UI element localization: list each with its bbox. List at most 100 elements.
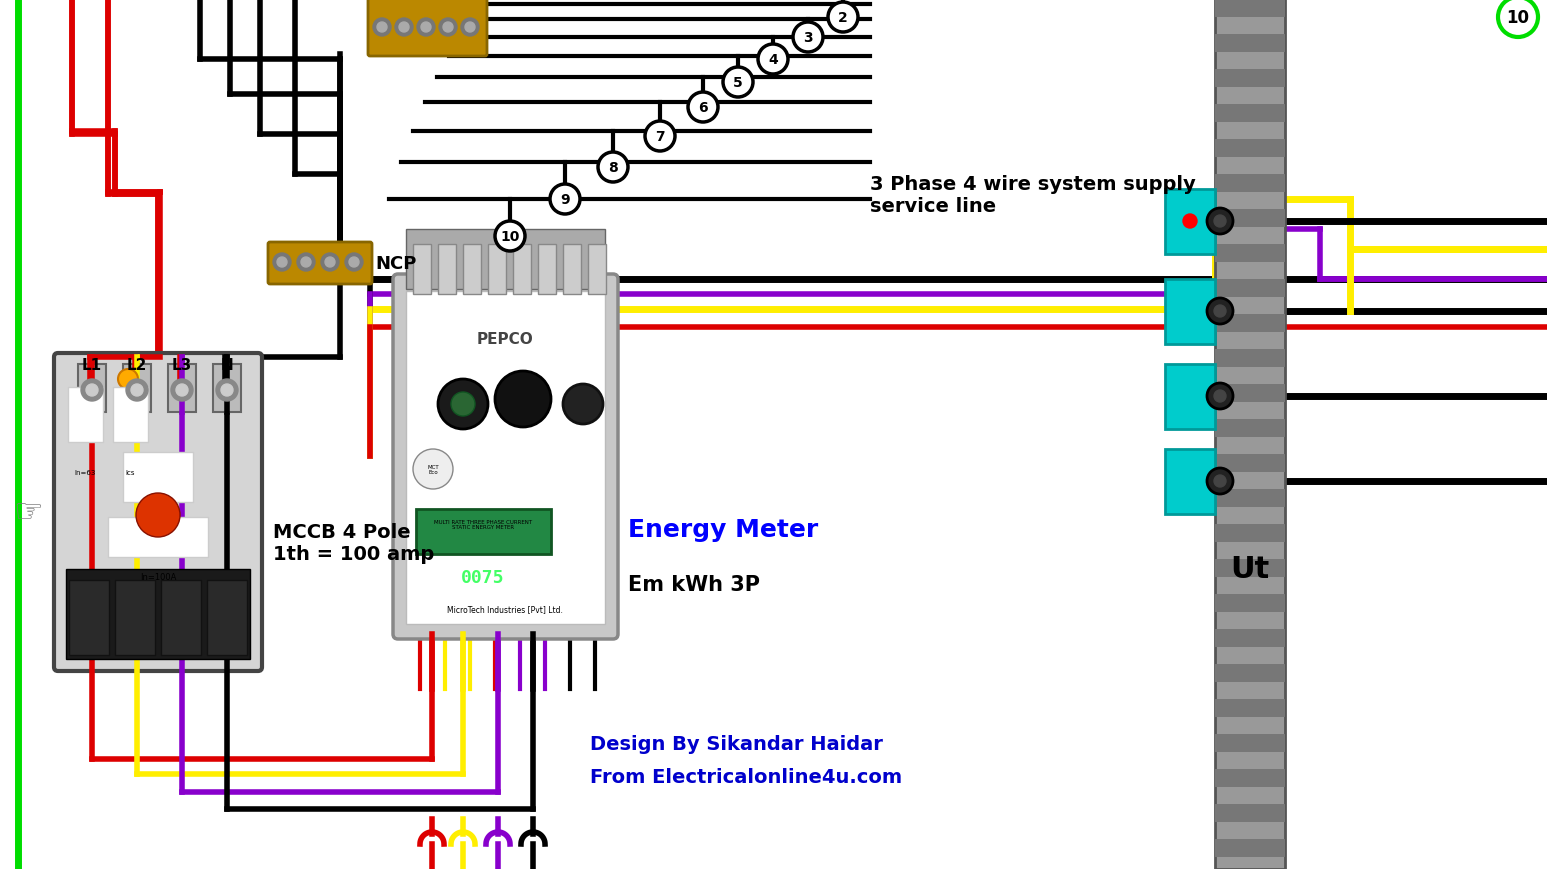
FancyBboxPatch shape (368, 0, 487, 57)
Circle shape (599, 153, 628, 182)
Text: In=63: In=63 (74, 469, 96, 475)
Bar (416, 509, 551, 554)
Text: MicroTech Industries [Pvt] Ltd.: MicroTech Industries [Pvt] Ltd. (447, 605, 563, 614)
Bar (538, 245, 555, 295)
Bar (1214, 175, 1286, 193)
Bar (1214, 209, 1286, 228)
Bar (1214, 0, 1286, 869)
Bar (1214, 315, 1286, 333)
Circle shape (688, 93, 718, 123)
Bar (1214, 594, 1286, 613)
Bar (1214, 0, 1286, 18)
Circle shape (442, 23, 453, 33)
Bar (1214, 105, 1286, 123)
Text: 5: 5 (733, 76, 743, 90)
Circle shape (1207, 299, 1233, 325)
Circle shape (495, 372, 551, 428)
Text: PEPCO: PEPCO (476, 332, 534, 347)
Circle shape (452, 393, 475, 416)
Text: L2: L2 (127, 358, 147, 373)
Circle shape (399, 23, 408, 33)
Bar (124, 365, 152, 413)
Text: 3 Phase 4 wire system supply
service line: 3 Phase 4 wire system supply service lin… (869, 175, 1196, 216)
Text: MCCB 4 Pole
1th = 100 amp: MCCB 4 Pole 1th = 100 amp (272, 522, 435, 563)
Text: Design By Sikandar Haidar: Design By Sikandar Haidar (589, 734, 883, 753)
Circle shape (421, 23, 432, 33)
Bar (588, 245, 606, 295)
Circle shape (722, 68, 753, 98)
Text: 10: 10 (500, 229, 520, 243)
Circle shape (794, 23, 823, 53)
Bar (1165, 189, 1214, 255)
Bar (487, 245, 506, 295)
Bar (1214, 70, 1286, 88)
Bar (514, 245, 531, 295)
Bar (413, 245, 432, 295)
Bar (70, 580, 108, 655)
Text: 3: 3 (803, 31, 812, 45)
Circle shape (1207, 468, 1233, 494)
Text: MULTI RATE THREE PHASE CURRENT
STATIC ENERGY METER: MULTI RATE THREE PHASE CURRENT STATIC EN… (435, 519, 532, 530)
Circle shape (221, 385, 234, 396)
FancyBboxPatch shape (393, 275, 617, 640)
Text: MCT
Eco: MCT Eco (427, 464, 439, 474)
Bar (1214, 734, 1286, 753)
Text: Ics: Ics (125, 469, 135, 475)
Circle shape (645, 122, 674, 152)
Circle shape (758, 45, 787, 75)
Bar (1214, 245, 1286, 262)
Text: 6: 6 (698, 101, 709, 115)
Text: 9: 9 (560, 193, 569, 207)
Text: In=100A: In=100A (139, 573, 176, 582)
Circle shape (563, 385, 603, 425)
Bar (113, 388, 149, 442)
Circle shape (320, 254, 339, 272)
Circle shape (302, 258, 311, 268)
Circle shape (461, 19, 480, 37)
Bar (1214, 35, 1286, 53)
Bar (169, 365, 196, 413)
Circle shape (1214, 390, 1227, 402)
FancyBboxPatch shape (268, 242, 371, 285)
Circle shape (438, 380, 487, 429)
Circle shape (439, 19, 456, 37)
Circle shape (345, 254, 364, 272)
Bar (1214, 524, 1286, 542)
Text: 7: 7 (656, 129, 665, 144)
Bar (161, 580, 201, 655)
Bar (1214, 804, 1286, 822)
Bar (1214, 700, 1286, 717)
Circle shape (551, 185, 580, 215)
Text: 8: 8 (608, 161, 617, 175)
Circle shape (125, 380, 149, 401)
Bar (77, 365, 107, 413)
Bar (1214, 420, 1286, 437)
Bar (1214, 349, 1286, 368)
Text: N: N (221, 358, 234, 373)
Circle shape (418, 19, 435, 37)
Text: L1: L1 (82, 358, 102, 373)
Circle shape (325, 258, 336, 268)
Bar (463, 245, 481, 295)
Circle shape (118, 369, 138, 389)
Text: ☞: ☞ (12, 496, 43, 529)
Text: Energy Meter: Energy Meter (628, 517, 818, 541)
Bar (1165, 365, 1214, 429)
Circle shape (350, 258, 359, 268)
Bar (1214, 280, 1286, 298)
Circle shape (297, 254, 316, 272)
Bar (1214, 385, 1286, 402)
Circle shape (828, 3, 859, 33)
Circle shape (1214, 475, 1227, 488)
Text: NCP: NCP (374, 255, 416, 273)
Bar (1214, 489, 1286, 507)
Circle shape (373, 19, 391, 37)
Bar (563, 245, 582, 295)
Bar (68, 388, 104, 442)
Circle shape (466, 23, 475, 33)
Text: L3: L3 (172, 358, 192, 373)
Circle shape (136, 494, 179, 537)
Circle shape (217, 380, 238, 401)
Circle shape (80, 380, 104, 401)
Circle shape (413, 449, 453, 489)
